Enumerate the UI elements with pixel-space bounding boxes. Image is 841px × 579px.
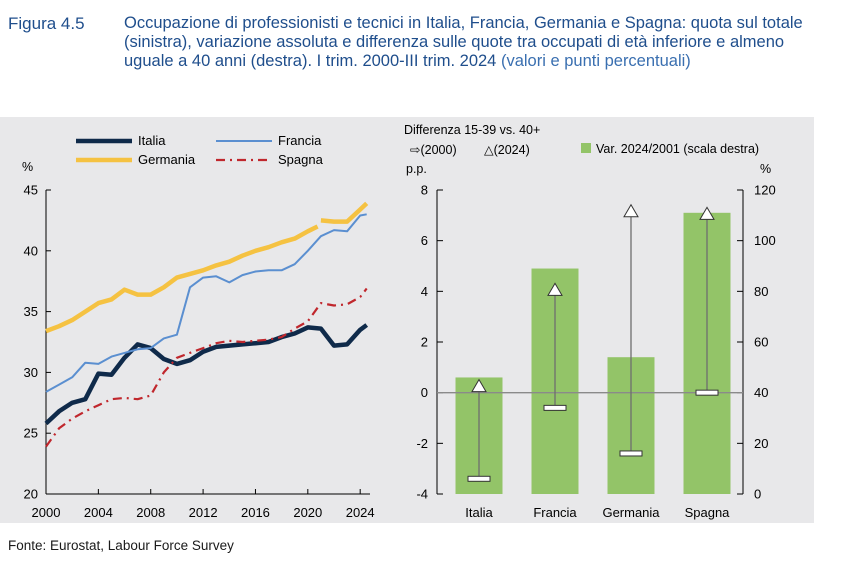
right-left-y-tick-label: 8 bbox=[421, 183, 428, 198]
title-text: Occupazione di professionisti e tecnici … bbox=[124, 14, 803, 70]
left-y-tick-label: 40 bbox=[24, 243, 38, 258]
marker-2000-francia bbox=[543, 404, 567, 411]
category-label: Germania bbox=[602, 505, 660, 520]
figure-label: Figura 4.5 bbox=[8, 14, 85, 33]
legend-label-germania: Germania bbox=[138, 152, 196, 167]
marker-2000-spagna bbox=[695, 389, 719, 396]
left-x-tick-label: 2012 bbox=[189, 505, 218, 520]
marker-2000-germania bbox=[619, 450, 643, 457]
category-label: Francia bbox=[533, 505, 577, 520]
right-right-y-tick-label: 100 bbox=[754, 233, 776, 248]
left-y-tick-label: 45 bbox=[24, 183, 38, 198]
left-y-tick-label: 25 bbox=[24, 426, 38, 441]
marker-2000-italia bbox=[467, 475, 491, 482]
right-left-y-tick-label: -2 bbox=[416, 436, 428, 451]
right-right-y-tick-label: 0 bbox=[754, 487, 761, 502]
figure-title: Occupazione di professionisti e tecnici … bbox=[124, 14, 824, 71]
left-x-tick-label: 2024 bbox=[346, 505, 375, 520]
marker-2024-germania bbox=[623, 203, 639, 218]
right-left-y-tick-label: 6 bbox=[421, 233, 428, 248]
left-y-tick-label: 20 bbox=[24, 487, 38, 502]
category-label: Spagna bbox=[685, 505, 731, 520]
marker-2024-spagna bbox=[699, 206, 715, 220]
right-right-axis-unit: % bbox=[760, 162, 771, 176]
left-legend: Italia Francia Germania Spagna bbox=[76, 133, 324, 167]
marker-2024-italia bbox=[471, 378, 487, 393]
legend-swatch-bar bbox=[581, 143, 591, 153]
left-y-tick-label: 35 bbox=[24, 304, 38, 319]
chart-panel bbox=[0, 117, 814, 523]
left-line-chart: % 20 25 30 35 40 45 2000 2004 2008 2012 2016 2020 2… bbox=[22, 133, 375, 520]
left-x-tick-label: 2008 bbox=[136, 505, 165, 520]
series-line-germania bbox=[320, 201, 369, 224]
source-note: Fonte: Eurostat, Labour Force Survey bbox=[8, 538, 234, 553]
right-left-axis-unit: p.p. bbox=[406, 162, 427, 176]
right-right-y-tick-label: 80 bbox=[754, 284, 768, 299]
right-right-y-tick-label: 40 bbox=[754, 385, 768, 400]
right-left-y-tick-label: -4 bbox=[416, 487, 428, 502]
right-right-y-tick-label: 120 bbox=[754, 183, 776, 198]
legend-label-italia: Italia bbox=[138, 133, 166, 148]
series-line-italia bbox=[44, 323, 369, 426]
left-x-tick-label: 2000 bbox=[32, 505, 61, 520]
legend-label-francia: Francia bbox=[278, 133, 322, 148]
left-x-tick-label: 2004 bbox=[84, 505, 113, 520]
left-x-tick-label: 2020 bbox=[293, 505, 322, 520]
legend-2000: ⇨(2000) bbox=[410, 143, 457, 157]
right-right-y-tick-label: 20 bbox=[754, 436, 768, 451]
title-unit: (valori e punti percentuali) bbox=[500, 52, 691, 70]
category-label: Italia bbox=[465, 505, 493, 520]
right-left-y-tick-label: 0 bbox=[421, 385, 428, 400]
right-left-y-tick-label: 2 bbox=[421, 335, 428, 350]
right-left-y-tick-label: 4 bbox=[421, 284, 428, 299]
legend-label-spagna: Spagna bbox=[278, 152, 324, 167]
right-bar-chart: Differenza 15-39 vs. 40+ ⇨(2000) △(2024)… bbox=[404, 123, 776, 520]
series-line-spagna bbox=[45, 287, 368, 448]
right-right-y-tick-label: 60 bbox=[754, 335, 768, 350]
legend-2024: △(2024) bbox=[484, 143, 530, 157]
left-y-unit: % bbox=[22, 160, 33, 174]
left-y-tick-label: 30 bbox=[24, 365, 38, 380]
right-legend-title: Differenza 15-39 vs. 40+ bbox=[404, 123, 540, 137]
left-x-tick-label: 2016 bbox=[241, 505, 270, 520]
series-line-francia bbox=[45, 213, 367, 393]
legend-label-bar: Var. 2024/2001 (scala destra) bbox=[596, 142, 759, 156]
marker-2024-francia bbox=[547, 282, 563, 296]
series-line-germania bbox=[45, 224, 319, 334]
